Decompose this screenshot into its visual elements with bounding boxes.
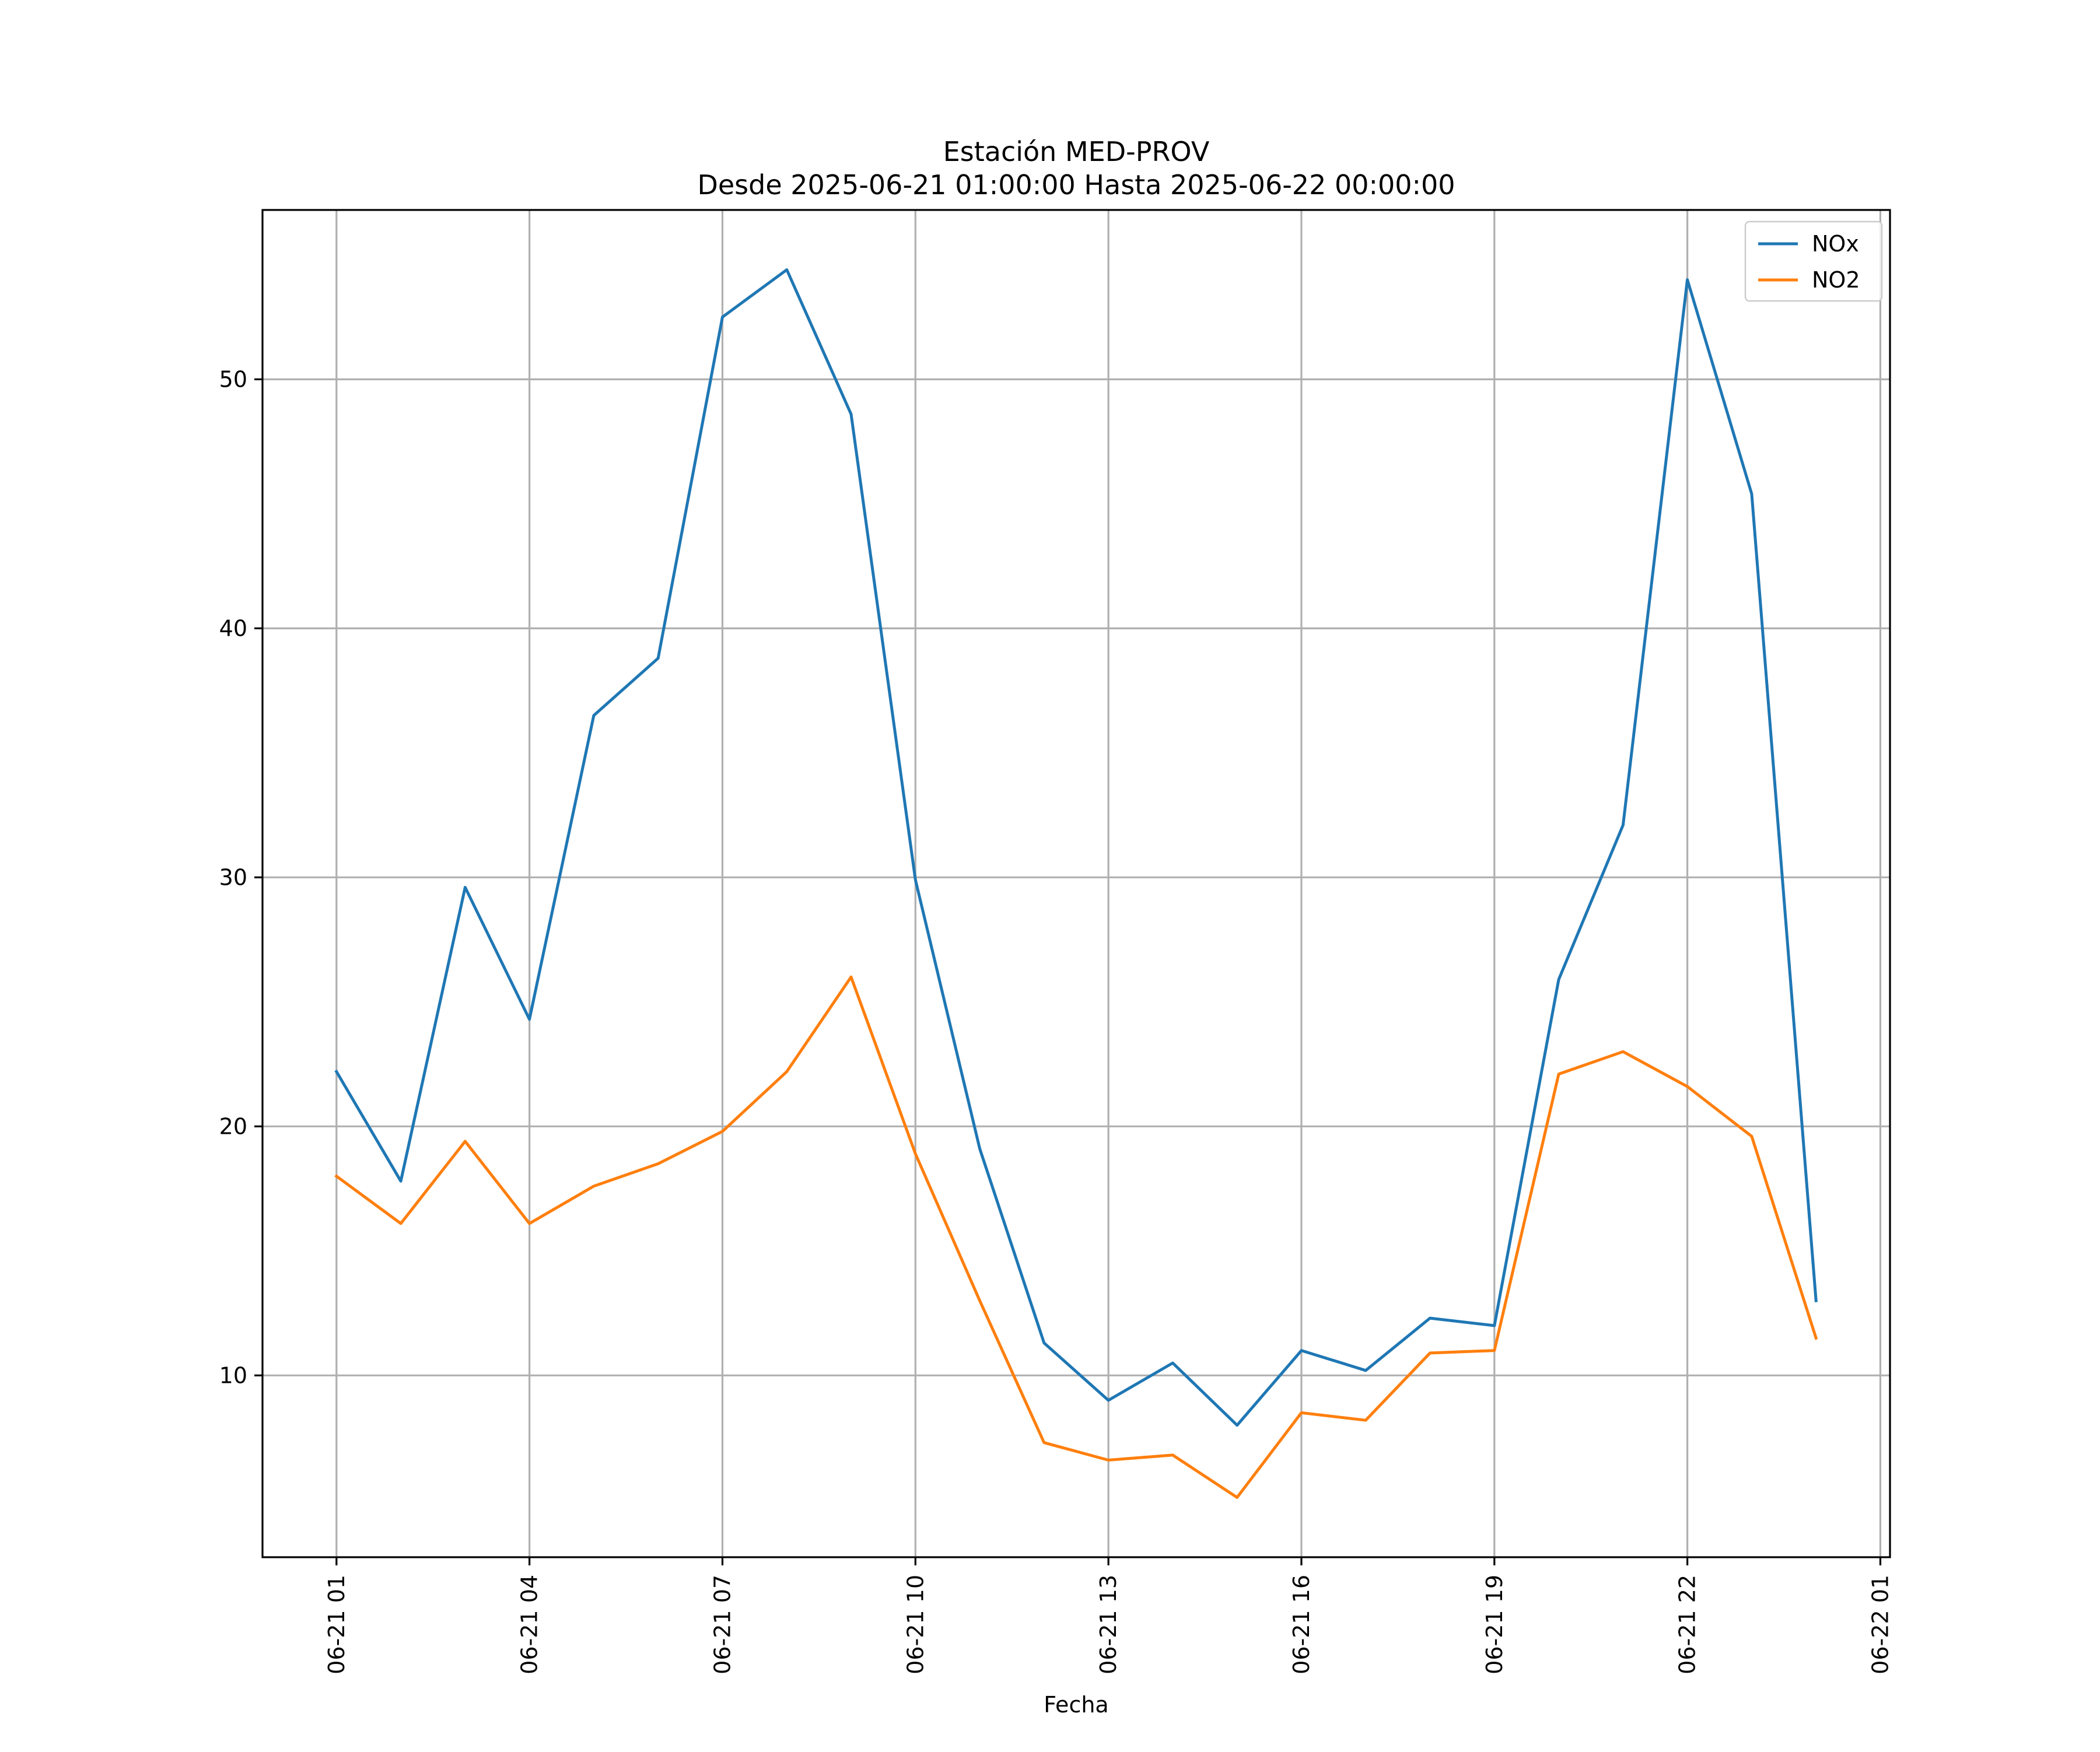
x-tick-label: 06-21 16: [1289, 1575, 1314, 1674]
legend-label-nox: NOx: [1812, 231, 1859, 257]
y-tick-label: 40: [219, 615, 247, 641]
x-tick-label: 06-21 22: [1675, 1575, 1700, 1674]
legend: NOx NO2: [1744, 220, 1883, 302]
y-tick-label: 50: [219, 366, 247, 392]
x-tick-label: 06-22 01: [1867, 1575, 1893, 1674]
x-tick-label: 06-21 10: [902, 1575, 928, 1674]
x-tick-label: 06-21 07: [709, 1575, 735, 1674]
chart-subtitle: Desde 2025-06-21 01:00:00 Hasta 2025-06-…: [697, 169, 1455, 201]
legend-label-no2: NO2: [1812, 267, 1860, 293]
x-axis-label: Fecha: [1044, 1692, 1108, 1718]
y-tick-label: 20: [219, 1113, 247, 1139]
x-tick-label: 06-21 19: [1482, 1575, 1507, 1674]
plot-frame: [261, 209, 1891, 1558]
grid-layer: [262, 210, 1890, 1557]
x-tick-label: 06-21 04: [517, 1575, 542, 1674]
x-tick-label: 06-21 13: [1096, 1575, 1121, 1674]
series-line-no2: [334, 975, 1818, 1499]
series-line-nox: [334, 268, 1818, 1427]
y-tick-label: 30: [219, 864, 247, 890]
series-layer: [334, 268, 1818, 1499]
ticks-layer: 10 20 30 40 50 06-21 01 06-21 04 06-21 07 06-21 …: [219, 366, 1894, 1674]
x-tick-label: 06-21 01: [324, 1575, 349, 1674]
y-tick-label: 10: [219, 1362, 247, 1388]
chart-title: Estación MED-PROV: [943, 136, 1210, 167]
